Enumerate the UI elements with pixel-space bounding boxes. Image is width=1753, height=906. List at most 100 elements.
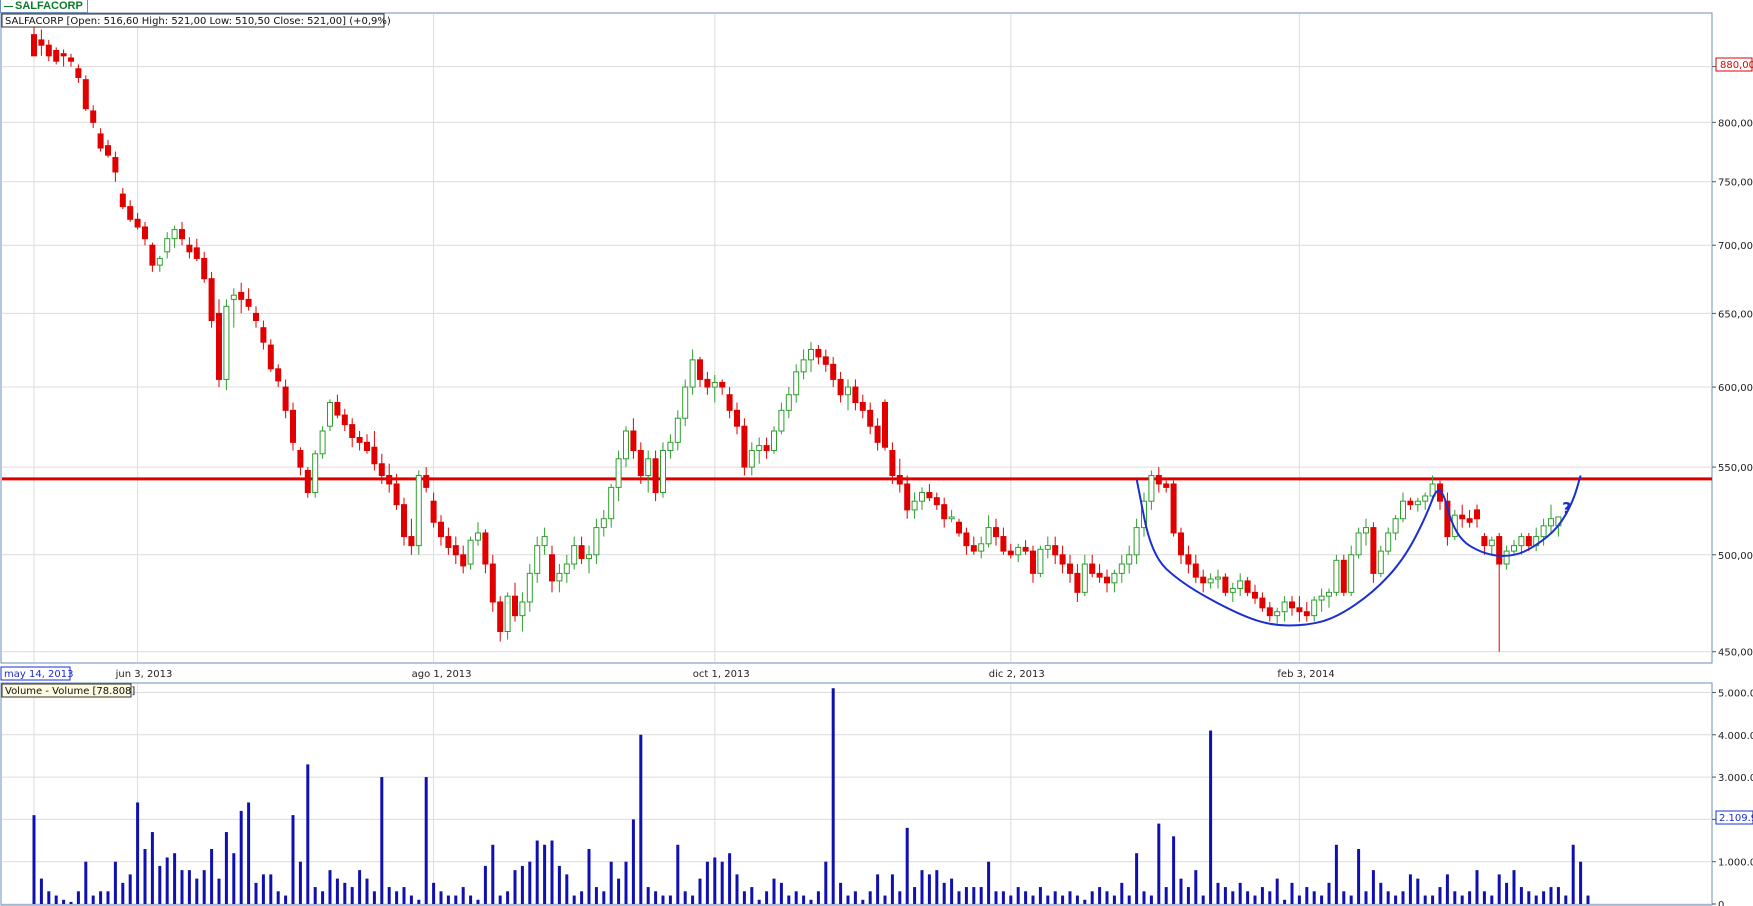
volume-bar	[1157, 823, 1161, 904]
candle-body	[837, 378, 844, 396]
candle-body	[238, 291, 245, 300]
volume-bar	[106, 891, 110, 904]
volume-bar	[417, 899, 421, 904]
volume-bar	[1209, 730, 1213, 904]
candle-body	[1118, 563, 1125, 574]
volume-bar	[1505, 882, 1509, 904]
volume-bar	[150, 832, 154, 904]
candle-body	[608, 486, 615, 520]
volume-bar	[1312, 891, 1316, 904]
volume-bar	[306, 764, 310, 904]
volume-bar	[528, 861, 532, 904]
volume-bar	[232, 853, 236, 904]
volume-bar	[1246, 891, 1250, 904]
candle-body	[793, 371, 800, 396]
candle-body	[593, 527, 600, 556]
volume-tick-label: 4.000.000	[1718, 731, 1753, 742]
candle-body	[1326, 591, 1332, 597]
candle-body	[327, 402, 333, 427]
volume-bar	[491, 844, 495, 904]
volume-bar	[1571, 844, 1575, 904]
candle-body	[1466, 518, 1473, 523]
volume-bar	[461, 887, 465, 904]
volume-bar	[1490, 895, 1494, 904]
last-volume-tag	[1715, 810, 1753, 825]
volume-bar	[1416, 878, 1420, 904]
volume-bar	[469, 895, 473, 904]
volume-bar	[1475, 870, 1479, 904]
volume-bar	[535, 840, 539, 904]
volume-bar	[1549, 887, 1553, 904]
volume-bar	[62, 899, 66, 904]
candle-body	[926, 492, 933, 499]
volume-bar	[779, 882, 783, 904]
volume-bar	[1542, 891, 1546, 904]
volume-bar	[890, 874, 894, 904]
candle-body	[993, 527, 999, 538]
volume-bar	[1386, 891, 1390, 904]
volume-bar	[1194, 870, 1198, 904]
candle-body	[1244, 580, 1251, 593]
volume-bar	[957, 891, 961, 904]
candle-body	[652, 458, 659, 494]
candle-body	[526, 572, 533, 603]
candle-body	[408, 536, 415, 547]
candle-body	[667, 441, 674, 452]
candle-body	[386, 474, 393, 485]
volume-bar	[1349, 895, 1353, 904]
volume-bar	[1061, 895, 1065, 904]
volume-bar	[802, 895, 806, 904]
candle-body	[1059, 554, 1066, 565]
volume-bar	[572, 895, 576, 904]
volume-bar	[557, 865, 561, 904]
volume-bar	[1512, 870, 1516, 904]
candle-body	[1385, 532, 1392, 552]
candle-body	[978, 543, 985, 552]
candle-body	[748, 450, 755, 468]
candle-body	[1348, 554, 1355, 593]
candle-body	[282, 386, 289, 411]
volume-bar	[69, 901, 73, 904]
volume-bar	[1401, 891, 1405, 904]
volume-bar	[1253, 895, 1257, 904]
candle-body	[1377, 550, 1384, 574]
volume-bar	[180, 870, 184, 904]
candle-body	[193, 247, 200, 259]
candle-body	[260, 327, 267, 343]
candle-body	[304, 469, 311, 494]
volume-bar	[824, 861, 828, 904]
volume-bar	[691, 895, 695, 904]
volume-bar	[1297, 895, 1301, 904]
candle-body	[341, 414, 348, 426]
candle-body	[149, 244, 156, 266]
candle-body	[896, 474, 903, 485]
candle-body	[815, 348, 822, 358]
candle-body	[808, 348, 814, 361]
volume-bar	[935, 870, 939, 904]
volume-tick-label: 3.000.000	[1718, 773, 1753, 784]
volume-bar	[1216, 882, 1220, 904]
candle-body	[615, 458, 622, 488]
candle-body	[171, 229, 178, 240]
volume-bar	[602, 891, 606, 904]
candle-body	[156, 257, 163, 266]
volume-bar	[128, 874, 132, 904]
volume-bar	[905, 827, 909, 904]
candle-body	[1518, 536, 1525, 547]
candle-body	[1407, 500, 1414, 506]
volume-bar	[787, 895, 791, 904]
candle-body	[1222, 576, 1229, 593]
volume-bar	[942, 882, 946, 904]
candle-body	[571, 545, 578, 565]
volume-bar	[1334, 844, 1338, 904]
candle-body	[75, 68, 82, 78]
candle-body	[1548, 518, 1554, 527]
volume-bar	[1164, 887, 1168, 904]
candle-body	[1392, 518, 1399, 534]
annotation-question-mark: ?	[1562, 498, 1571, 517]
candle-body	[1074, 572, 1081, 593]
candle-body	[1451, 514, 1458, 538]
candle-body	[134, 218, 141, 228]
volume-bar	[765, 891, 769, 904]
